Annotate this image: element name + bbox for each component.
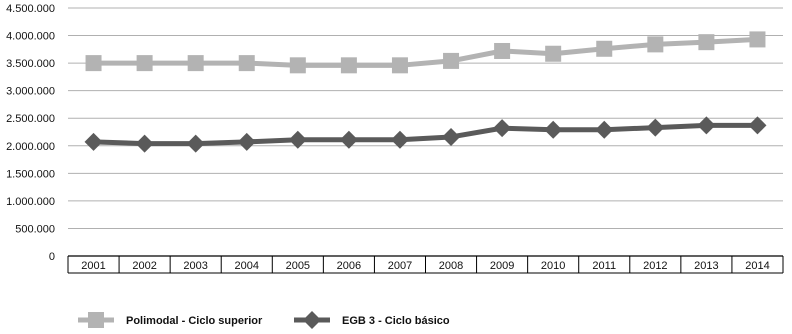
data-point-series-1 [749,31,766,48]
legend-label: EGB 3 - Ciclo básico [342,315,450,327]
data-point-series-2 [544,120,563,139]
data-point-series-1 [340,57,357,74]
data-point-series-2 [493,119,512,138]
data-point-series-1 [647,36,664,53]
x-tick-label: 2001 [81,260,105,272]
y-tick-label: 500.000 [15,223,55,235]
data-point-series-1 [596,40,613,57]
data-point-series-2 [442,127,461,146]
x-tick-label: 2006 [337,260,361,272]
y-tick-label: 1.000.000 [6,196,55,208]
data-point-series-1 [545,45,562,62]
y-tick-label: 1.500.000 [6,168,55,180]
data-point-series-1 [238,55,255,72]
x-tick-label: 2011 [592,260,616,272]
x-tick-label: 2002 [132,260,156,272]
legend-label: Polimodal - Ciclo superior [126,315,263,327]
data-point-series-2 [186,134,205,153]
x-tick-label: 2005 [286,260,310,272]
x-tick-label: 2008 [439,260,463,272]
y-axis-tick-labels: 0 500.000 1.000.000 1.500.000 2.000.000 2.500… [6,3,55,263]
data-point-series-1 [391,57,408,74]
data-point-series-1 [494,42,511,59]
x-tick-label: 2003 [183,260,207,272]
legend-marker [303,311,321,329]
data-point-series-2 [697,116,716,135]
y-tick-label: 0 [49,251,55,263]
data-point-series-2 [237,132,256,151]
data-point-series-1 [187,55,204,72]
y-tick-label: 4.500.000 [6,3,55,15]
x-tick-label: 2013 [694,260,718,272]
x-tick-label: 2012 [643,260,667,272]
data-point-series-2 [390,130,409,149]
x-tick-label: 2009 [490,260,514,272]
data-point-series-1 [136,55,153,72]
data-point-series-1 [698,34,715,51]
data-point-series-1 [85,55,102,72]
legend-marker [88,312,104,328]
data-point-series-2 [748,116,767,135]
series-line-1 [93,36,758,68]
y-tick-label: 3.000.000 [6,86,55,98]
y-tick-label: 2.000.000 [6,141,55,153]
data-point-series-2 [288,130,307,149]
series-lines [84,31,767,153]
data-point-series-1 [289,57,306,74]
legend: Polimodal - Ciclo superior EGB 3 - Ciclo … [78,311,450,329]
x-tick-label: 2010 [541,260,565,272]
data-point-series-2 [339,130,358,149]
x-tick-label: 2004 [235,260,259,272]
x-tick-label: 2014 [745,260,769,272]
x-tick-label: 2007 [388,260,412,272]
data-point-series-2 [646,118,665,137]
data-point-series-2 [135,134,154,153]
y-tick-label: 2.500.000 [6,113,55,125]
data-point-series-1 [443,52,460,69]
y-tick-label: 4.000.000 [6,31,55,43]
data-point-series-2 [595,120,614,139]
x-axis: 2001 2002 2003 2004 2005 2006 2007 2008 2009 2010… [67,255,784,274]
data-point-series-2 [84,132,103,151]
y-tick-label: 3.500.000 [6,58,55,70]
